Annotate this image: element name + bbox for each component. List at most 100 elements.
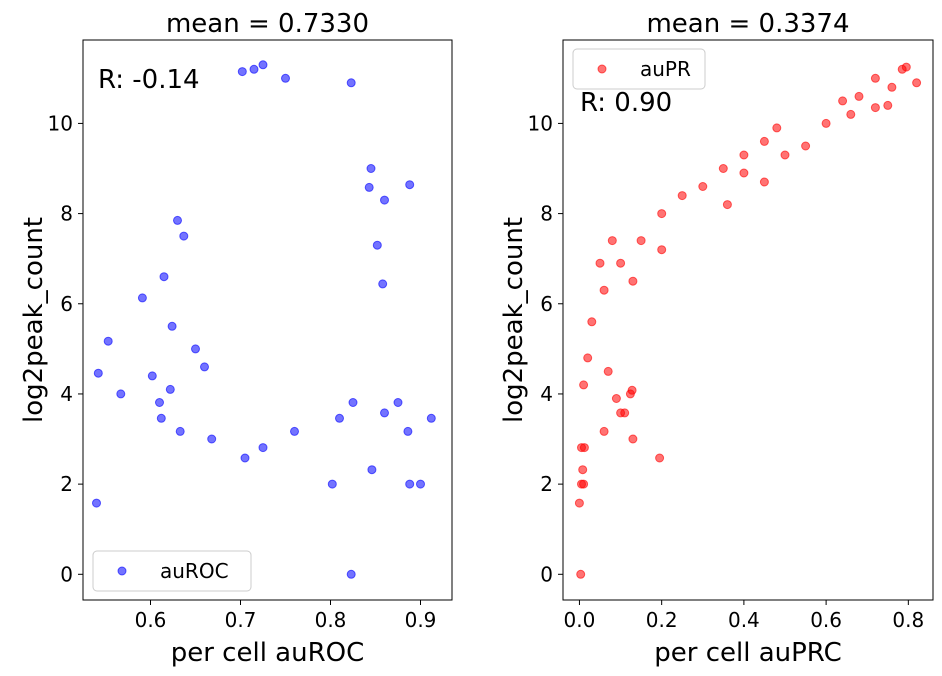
right-data-point (897, 64, 907, 74)
right-data-point (576, 569, 586, 579)
right-data-point (655, 453, 665, 463)
left-chart-title: mean = 0.7330 (166, 9, 369, 39)
left-data-point (367, 465, 377, 475)
right-data-point (821, 118, 831, 128)
left-y-tick-label: 8 (60, 202, 73, 226)
right-data-point (578, 465, 588, 475)
right-data-point (628, 434, 638, 444)
right-data-point (657, 245, 667, 255)
left-y-tick-label: 4 (60, 382, 73, 406)
left-data-point (378, 279, 388, 289)
left-data-point (103, 336, 113, 346)
left-data-point (290, 426, 299, 436)
left-data-point (137, 293, 147, 303)
left-data-point (403, 426, 413, 436)
right-data-point (870, 73, 880, 83)
right-x-axis-label: per cell auPRC (654, 638, 841, 668)
right-y-tick-label: 4 (540, 382, 553, 406)
left-legend-box (92, 550, 252, 592)
left-y-tick-label: 0 (60, 562, 73, 586)
left-y-axis-label: log2peak_count (19, 217, 49, 423)
left-data-point (159, 272, 169, 282)
right-data-point (759, 177, 769, 187)
left-plot-background (83, 40, 452, 600)
right-correlation-annotation: R: 0.90 (580, 88, 672, 118)
right-data-point (846, 109, 856, 119)
right-data-point (838, 96, 848, 106)
left-axes: 0.6 0.7 0.8 0.9 0 2 4 6 8 10 (48, 111, 437, 632)
left-legend-label: auROC (160, 559, 229, 583)
right-data-point (611, 394, 621, 403)
left-data-point (191, 344, 200, 354)
left-data-point (281, 73, 290, 83)
right-data-point (883, 100, 893, 110)
left-data-point (165, 384, 175, 394)
left-data-point (237, 67, 247, 77)
left-x-tick-label: 0.9 (405, 608, 437, 632)
right-y-tick-label: 8 (540, 202, 553, 226)
left-data-point (147, 371, 157, 381)
left-data-point (155, 398, 164, 407)
left-data-point (179, 231, 189, 241)
right-data-point (854, 91, 864, 101)
left-data-point (258, 60, 268, 70)
left-data-point (173, 215, 182, 225)
left-data-point (93, 368, 103, 378)
left-panel: 0.6 0.7 0.8 0.9 0 2 4 6 8 10 mean = 0.7330 per ce… (19, 9, 453, 668)
right-chart-title: mean = 0.3374 (646, 9, 849, 39)
right-data-point (579, 479, 589, 489)
left-data-point (200, 362, 209, 372)
left-scatter-points (92, 60, 436, 579)
right-data-point (887, 82, 897, 92)
left-data-point (167, 321, 177, 331)
left-y-tick-label: 10 (48, 111, 73, 135)
right-data-point (607, 236, 617, 246)
left-data-point (366, 164, 376, 173)
right-x-tick-label: 0.2 (646, 608, 678, 632)
left-data-point (92, 498, 101, 508)
left-correlation-annotation: R: -0.14 (98, 65, 200, 95)
left-data-point (156, 413, 166, 423)
right-x-tick-label: 0.6 (810, 608, 842, 632)
right-data-point (722, 200, 732, 210)
left-data-point (327, 479, 337, 489)
left-y-tick-label: 6 (60, 292, 73, 316)
right-data-point (603, 366, 613, 376)
right-axes: 0.0 0.2 0.4 0.6 0.8 0 2 4 6 8 10 (528, 111, 925, 632)
right-y-axis-label: log2peak_count (499, 217, 529, 423)
left-legend: auROC (92, 550, 252, 592)
right-x-tick-label: 0.0 (564, 608, 596, 632)
right-legend-box (572, 48, 706, 90)
left-data-point (346, 78, 356, 88)
left-y-tick-label: 2 (60, 472, 73, 496)
right-data-point (912, 78, 922, 88)
right-data-point (870, 103, 880, 113)
left-data-point (348, 398, 358, 407)
left-plot-frame (82, 39, 453, 601)
right-scatter-points (574, 62, 922, 579)
left-data-point (258, 443, 268, 453)
right-data-point (739, 150, 749, 160)
left-data-point (249, 64, 259, 74)
right-data-point (616, 258, 626, 268)
left-data-point (426, 413, 436, 423)
right-data-point (718, 164, 728, 173)
left-data-point (405, 479, 415, 489)
right-x-tick-label: 0.4 (728, 608, 760, 632)
right-data-point (628, 276, 638, 286)
right-legend-marker (597, 64, 607, 74)
left-data-point (175, 426, 185, 436)
left-data-point (393, 398, 403, 407)
left-data-point (346, 569, 356, 579)
right-y-tick-label: 2 (540, 472, 553, 496)
left-data-point (240, 453, 250, 463)
left-data-point (364, 182, 374, 192)
right-data-point (657, 209, 667, 219)
right-data-point (698, 182, 708, 191)
left-data-point (335, 413, 344, 423)
right-data-point (579, 443, 589, 453)
left-data-point (380, 408, 389, 418)
right-legend: auPR (572, 48, 706, 90)
right-y-tick-label: 10 (528, 111, 553, 135)
